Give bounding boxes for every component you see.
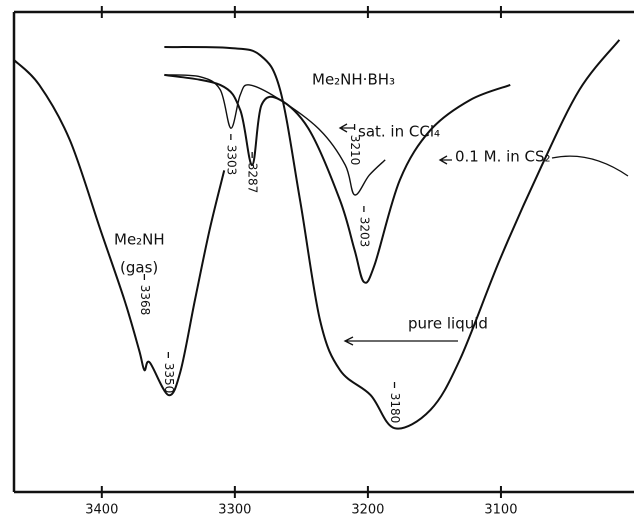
peak-label: 3287: [246, 163, 260, 194]
peak-label: 3303: [224, 145, 238, 176]
ccl4-label: sat. in CCl₄: [358, 123, 440, 141]
peak-label: 3350: [162, 363, 176, 394]
peak-label: 3368: [138, 285, 152, 316]
x-tick-label: 3100: [484, 503, 517, 514]
compound-label: Me₂NH·BH₃: [312, 71, 395, 89]
peak-label: 3203: [357, 217, 371, 248]
spectrum-line: [13, 59, 226, 397]
x-tick-label: 3400: [85, 503, 118, 514]
gas-label: (gas): [120, 259, 158, 277]
x-tick-label: 3300: [218, 503, 251, 514]
peak-label: 3210: [348, 135, 362, 166]
arrow: [338, 123, 355, 133]
peak-label: 3180: [388, 393, 402, 424]
spectrum-line: [164, 74, 386, 196]
liquid-label: pure liquid: [408, 315, 488, 333]
cs2-label: 0.1 M. in CS₂: [455, 148, 551, 166]
spectrum-line: [164, 39, 621, 430]
x-tick-label: 3200: [351, 503, 384, 514]
spectrum-line: [164, 73, 511, 284]
arrow: [438, 155, 629, 177]
arrow: [343, 336, 458, 346]
arrows: [338, 123, 629, 346]
gas-compound-label: Me₂NH: [114, 231, 165, 249]
frame: [12, 10, 634, 494]
